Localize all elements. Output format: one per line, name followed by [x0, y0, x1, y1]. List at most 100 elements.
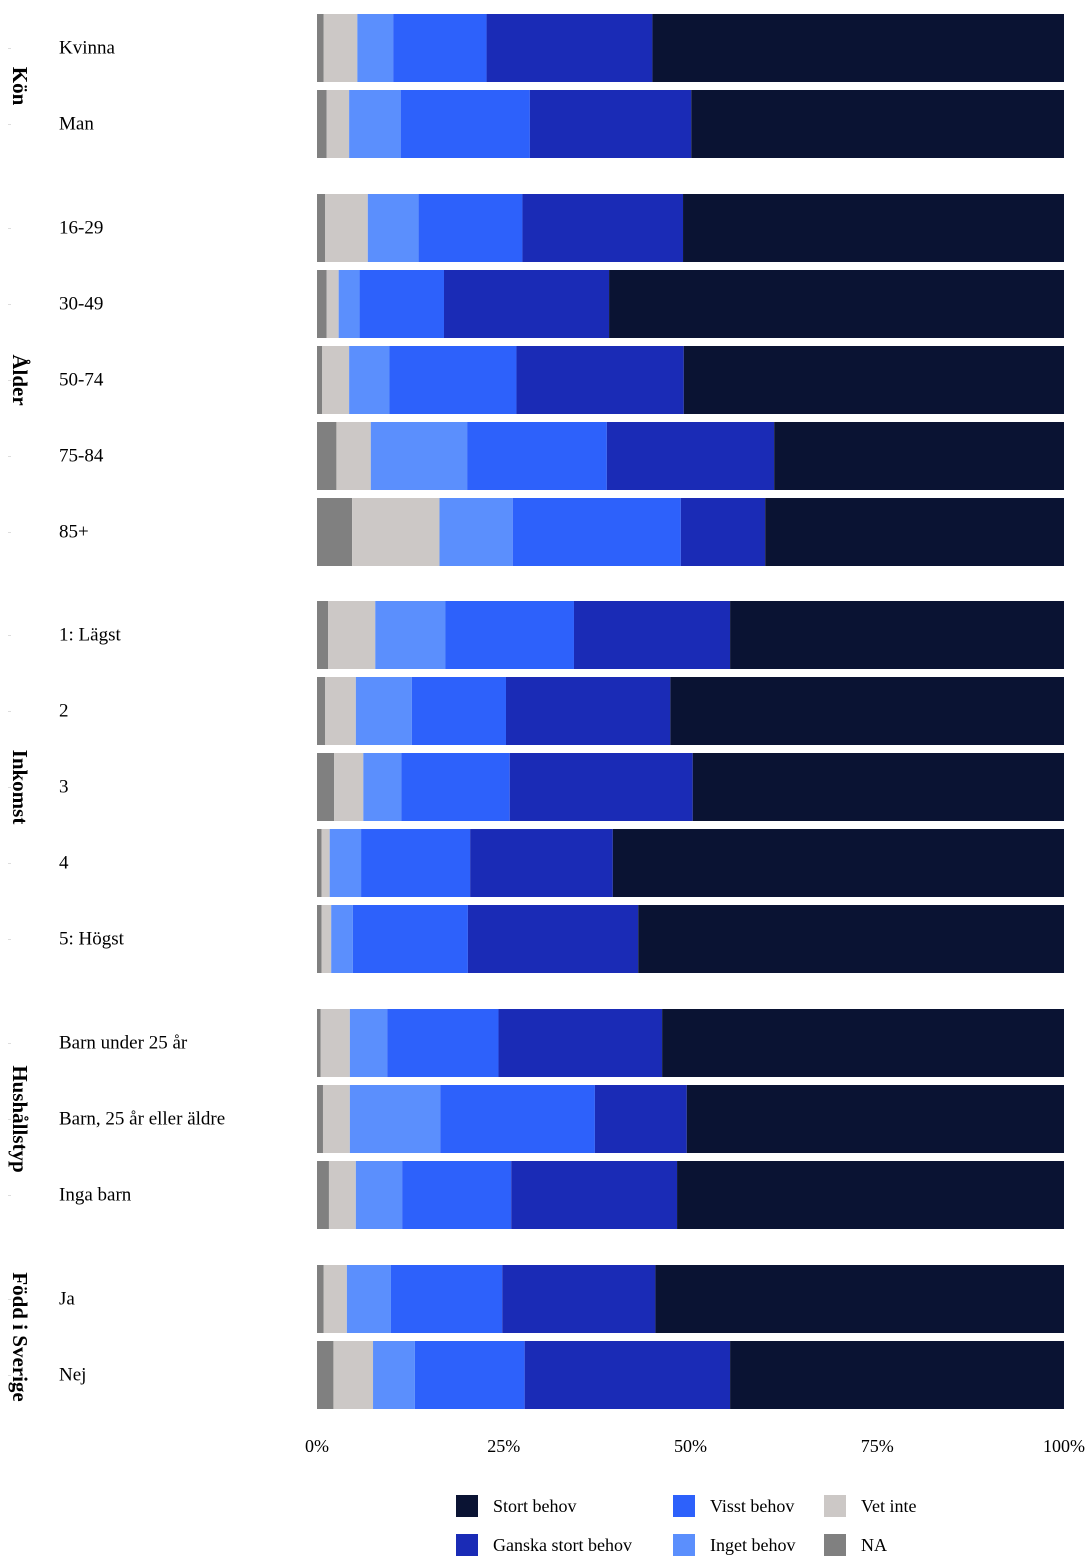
- x-axis: 0% 25% 50% 75% 100%: [305, 1436, 1085, 1456]
- bar-segment-ganska-stort-behov: [470, 829, 613, 897]
- bar-segment-stort-behov: [670, 677, 1064, 745]
- bar-row-barn-under-25-ar: [317, 1009, 1064, 1077]
- row-tick: [8, 1119, 11, 1120]
- legend-item-inget-behov: Inget behov: [673, 1534, 795, 1556]
- bar-segment-inget-behov: [331, 905, 353, 973]
- legend-swatch: [456, 1534, 478, 1556]
- category-label: 1: Lägst: [59, 625, 121, 646]
- bar-segment-na: [317, 14, 324, 82]
- bar-segment-inget-behov: [357, 14, 394, 82]
- bar-segment-stort-behov: [730, 1341, 1064, 1409]
- bar-segment-stort-behov: [662, 1009, 1064, 1077]
- bar-segment-na: [317, 1085, 323, 1153]
- row-tick: [8, 711, 11, 712]
- bar-segment-vet-inte: [322, 346, 350, 414]
- row-tick: [8, 1195, 11, 1196]
- bar-segment-na: [317, 422, 337, 490]
- bar-segment-ganska-stort-behov: [680, 498, 766, 566]
- bar-segment-visst-behov: [400, 90, 530, 158]
- legend-label: NA: [861, 1535, 887, 1555]
- bar-segment-visst-behov: [390, 1265, 503, 1333]
- bar-segment-visst-behov: [418, 194, 523, 262]
- bar-row-nej: [317, 1341, 1064, 1409]
- category-label: Barn, 25 år eller äldre: [59, 1109, 225, 1130]
- bar-row-75-84: [317, 422, 1064, 490]
- bar-segment-inget-behov: [329, 829, 362, 897]
- bar-segment-stort-behov: [686, 1085, 1064, 1153]
- category-label: Nej: [59, 1365, 86, 1386]
- bar-segment-inget-behov: [355, 677, 412, 745]
- bar-segment-stort-behov: [683, 194, 1064, 262]
- bar-segment-visst-behov: [440, 1085, 595, 1153]
- row-tick: [8, 939, 11, 940]
- bar-segment-visst-behov: [387, 1009, 499, 1077]
- bar-segment-inget-behov: [439, 498, 513, 566]
- legend-label: Stort behov: [493, 1496, 577, 1516]
- row-tick: [8, 228, 11, 229]
- category-labels: Kvinna Man 16-29 30-49 50-74 75-84 85+ 1: Lägst…: [8, 38, 225, 1386]
- bar-row-kvinna: [317, 14, 1064, 82]
- bar-segment-stort-behov: [609, 270, 1064, 338]
- x-tick-label: 100%: [1043, 1436, 1085, 1456]
- legend-swatch: [673, 1534, 695, 1556]
- bar-row-barn-25-ar-eller-aldre: [317, 1085, 1064, 1153]
- bar-segment-stort-behov: [683, 346, 1064, 414]
- legend-item-vet-inte: Vet inte: [824, 1495, 917, 1517]
- category-label: 4: [59, 853, 69, 874]
- row-tick: [8, 863, 11, 864]
- bar-segment-ganska-stort-behov: [467, 905, 639, 973]
- bar-segment-ganska-stort-behov: [505, 677, 671, 745]
- bar-segment-vet-inte: [320, 1009, 350, 1077]
- row-tick: [8, 532, 11, 533]
- row-tick: [8, 1375, 11, 1376]
- x-tick-label: 0%: [305, 1436, 329, 1456]
- bar-segment-visst-behov: [411, 677, 506, 745]
- bar-segment-ganska-stort-behov: [529, 90, 692, 158]
- bar-segment-vet-inte: [333, 1341, 374, 1409]
- category-label: 75-84: [59, 446, 104, 467]
- bar-segment-ganska-stort-behov: [606, 422, 775, 490]
- bar-segment-inget-behov: [349, 90, 401, 158]
- bar-row-30-49: [317, 270, 1064, 338]
- bar-segment-na: [317, 753, 335, 821]
- bar-segment-na: [317, 1265, 324, 1333]
- bar-segment-ganska-stort-behov: [524, 1341, 731, 1409]
- bar-segment-vet-inte: [323, 14, 358, 82]
- bar-segment-ganska-stort-behov: [522, 194, 684, 262]
- legend-swatch: [824, 1495, 846, 1517]
- bar-segment-stort-behov: [612, 829, 1064, 897]
- category-label: Kvinna: [59, 38, 116, 59]
- bar-segment-ganska-stort-behov: [573, 601, 731, 669]
- bar-segment-vet-inte: [328, 601, 376, 669]
- bar-segment-na: [317, 346, 323, 414]
- bar-segment-na: [317, 1341, 334, 1409]
- bar-segment-na: [317, 498, 353, 566]
- bar-segment-ganska-stort-behov: [443, 270, 610, 338]
- bar-segment-stort-behov: [652, 14, 1064, 82]
- bar-row-5-hogst: [317, 905, 1064, 973]
- bar-segment-vet-inte: [321, 905, 332, 973]
- group-label-alder: Ålder: [8, 354, 32, 405]
- bar-segment-inget-behov: [349, 346, 390, 414]
- bar-segment-stort-behov: [692, 753, 1064, 821]
- bar-segment-stort-behov: [730, 601, 1064, 669]
- bar-segment-visst-behov: [401, 753, 510, 821]
- group-label-fodd-i-sverige: Född i Sverige: [8, 1272, 32, 1402]
- bar-segment-ganska-stort-behov: [498, 1009, 663, 1077]
- bar-segment-ganska-stort-behov: [594, 1085, 687, 1153]
- bars-layer: [317, 14, 1064, 1409]
- x-tick-label: 50%: [674, 1436, 707, 1456]
- bar-segment-na: [317, 194, 326, 262]
- bar-segment-vet-inte: [326, 90, 350, 158]
- category-label: 30-49: [59, 294, 103, 315]
- legend-swatch: [456, 1495, 478, 1517]
- bar-segment-ganska-stort-behov: [516, 346, 684, 414]
- category-label: Inga barn: [59, 1185, 132, 1206]
- bar-segment-visst-behov: [352, 905, 468, 973]
- legend-swatch: [824, 1534, 846, 1556]
- row-tick: [8, 1299, 11, 1300]
- bar-row-1-lagst: [317, 601, 1064, 669]
- row-tick: [8, 787, 11, 788]
- group-label-inkomst: Inkomst: [8, 750, 32, 825]
